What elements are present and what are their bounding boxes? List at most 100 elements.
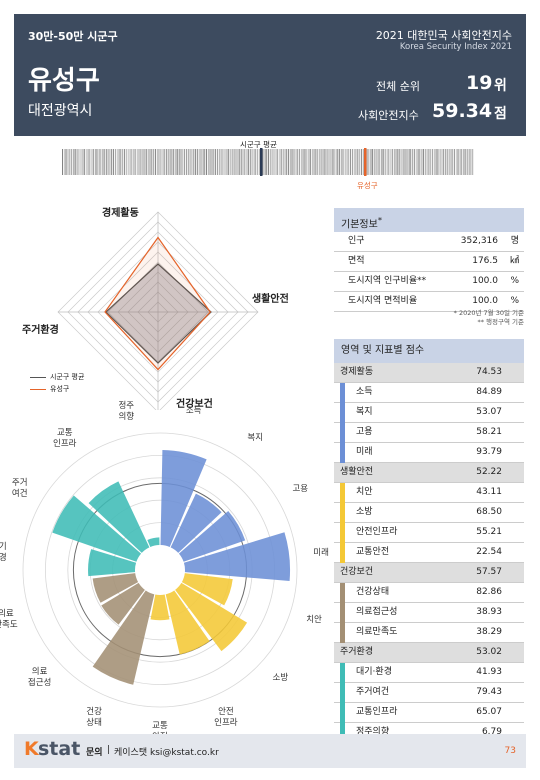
barcode-line bbox=[264, 149, 266, 175]
barcode-line bbox=[419, 149, 421, 175]
barcode-line bbox=[167, 149, 169, 175]
barcode-line bbox=[118, 149, 121, 175]
score-item-row: 주거여건 79.43 bbox=[334, 683, 524, 703]
barcode-line bbox=[344, 149, 347, 175]
basic-info-table: 기본정보* 인구 352,316 명 면적 176.5 ㎢ 도시지역 인구비율** 100.0… bbox=[334, 208, 524, 312]
barcode-line bbox=[271, 149, 273, 175]
barcode-line bbox=[297, 149, 299, 175]
barcode-line bbox=[373, 149, 376, 175]
city-name: 대전광역시 bbox=[28, 103, 93, 119]
barcode-line bbox=[72, 149, 75, 175]
score-item-label: 미래 bbox=[356, 447, 373, 457]
barcode-line bbox=[176, 149, 178, 175]
barcode-line bbox=[401, 149, 403, 175]
barcode-line bbox=[253, 149, 255, 175]
barcode-marker-label: 유성구 bbox=[357, 181, 378, 190]
polar-grid-ring bbox=[22, 432, 298, 708]
score-item-color-bar bbox=[340, 683, 345, 703]
score-item-color-bar bbox=[340, 543, 345, 563]
polar-bar bbox=[150, 594, 170, 621]
barcode-line bbox=[244, 149, 246, 175]
barcode-line bbox=[91, 149, 93, 175]
polar-category-label: 소득 bbox=[185, 406, 202, 417]
barcode-line bbox=[202, 149, 204, 175]
barcode-avg-label: 시군구 평균 bbox=[240, 140, 277, 149]
barcode-line bbox=[351, 149, 353, 175]
barcode-line bbox=[339, 149, 341, 175]
score-item-color-bar bbox=[340, 483, 345, 503]
score-item-color-bar bbox=[340, 623, 345, 643]
barcode-line bbox=[284, 149, 286, 175]
barcode-line bbox=[444, 149, 446, 175]
score-label: 사회안전지수 bbox=[358, 109, 419, 122]
radar-chart bbox=[57, 211, 259, 410]
barcode-line bbox=[315, 149, 317, 175]
barcode-line bbox=[384, 149, 386, 175]
barcode-line bbox=[131, 149, 133, 175]
score-item-row: 대기·환경 41.93 bbox=[334, 663, 524, 683]
score-item-value: 38.29 bbox=[476, 627, 502, 637]
barcode-line bbox=[116, 149, 119, 175]
barcode-line bbox=[430, 149, 432, 175]
barcode-line bbox=[457, 149, 459, 175]
barcode-line bbox=[138, 149, 140, 175]
legend-avg-text: 시군구 평균 bbox=[50, 373, 85, 381]
barcode-line bbox=[439, 149, 441, 175]
barcode-line bbox=[404, 149, 406, 175]
barcode-line bbox=[69, 149, 71, 175]
radar-series-avg bbox=[105, 263, 212, 364]
barcode-line bbox=[337, 149, 339, 175]
barcode-line bbox=[240, 149, 242, 175]
barcode-line bbox=[175, 149, 177, 175]
barcode-line bbox=[89, 149, 91, 175]
barcode-line bbox=[94, 149, 97, 175]
barcode-line bbox=[370, 149, 372, 175]
polar-category-label: 건강 상태 bbox=[86, 706, 102, 728]
barcode-line bbox=[113, 149, 114, 175]
score-category-row: 생활안전 52.22 bbox=[334, 463, 524, 483]
polar-bar-chart bbox=[22, 432, 298, 708]
barcode-line bbox=[375, 149, 378, 175]
basic-info-label: 면적 bbox=[348, 256, 365, 266]
score-item-value: 79.43 bbox=[476, 687, 502, 697]
barcode-line bbox=[184, 149, 186, 175]
barcode-line bbox=[151, 149, 153, 175]
barcode-line bbox=[124, 149, 125, 175]
barcode-line bbox=[452, 149, 454, 175]
polar-bar bbox=[160, 449, 207, 547]
barcode-line bbox=[102, 149, 104, 175]
barcode-line bbox=[357, 149, 359, 175]
barcode-line bbox=[196, 149, 198, 175]
scores-table: 영역 및 지표별 점수 경제활동 74.53 소득 84.89 복지 53.07 고용 58.… bbox=[334, 339, 524, 743]
barcode-line bbox=[147, 149, 149, 175]
barcode-line bbox=[388, 149, 390, 175]
score-item-value: 41.93 bbox=[476, 667, 502, 677]
barcode-line bbox=[156, 149, 159, 175]
barcode-line bbox=[247, 149, 249, 175]
barcode-line bbox=[213, 149, 215, 175]
polar-bar bbox=[88, 549, 137, 577]
polar-bar bbox=[181, 573, 233, 606]
barcode-line bbox=[109, 149, 111, 175]
barcode-line bbox=[149, 149, 151, 175]
basic-info-unit: ㎢ bbox=[509, 256, 519, 266]
barcode-line bbox=[140, 149, 142, 175]
polar-bar bbox=[147, 537, 160, 547]
barcode-line bbox=[178, 149, 180, 175]
barcode-line bbox=[435, 149, 438, 175]
footer: K stat 문의 | 케이스탯 ksi@kstat.co.kr 73 bbox=[14, 734, 526, 768]
barcode-line bbox=[204, 149, 206, 175]
polar-category-label: 치안 bbox=[306, 614, 322, 625]
score-item-color-bar bbox=[340, 383, 345, 403]
barcode-line bbox=[390, 149, 392, 175]
barcode-line bbox=[242, 149, 244, 175]
score-item-value: 6.79 bbox=[481, 727, 502, 737]
score-item-value: 43.11 bbox=[476, 487, 502, 497]
scores-title: 영역 및 지표별 점수 bbox=[334, 339, 524, 363]
barcode-line bbox=[300, 149, 303, 175]
polar-category-label: 미래 bbox=[313, 547, 329, 558]
barcode-line bbox=[464, 149, 466, 175]
barcode-line bbox=[226, 149, 228, 175]
barcode-line bbox=[402, 149, 405, 175]
score-item-row: 소방 68.50 bbox=[334, 503, 524, 523]
